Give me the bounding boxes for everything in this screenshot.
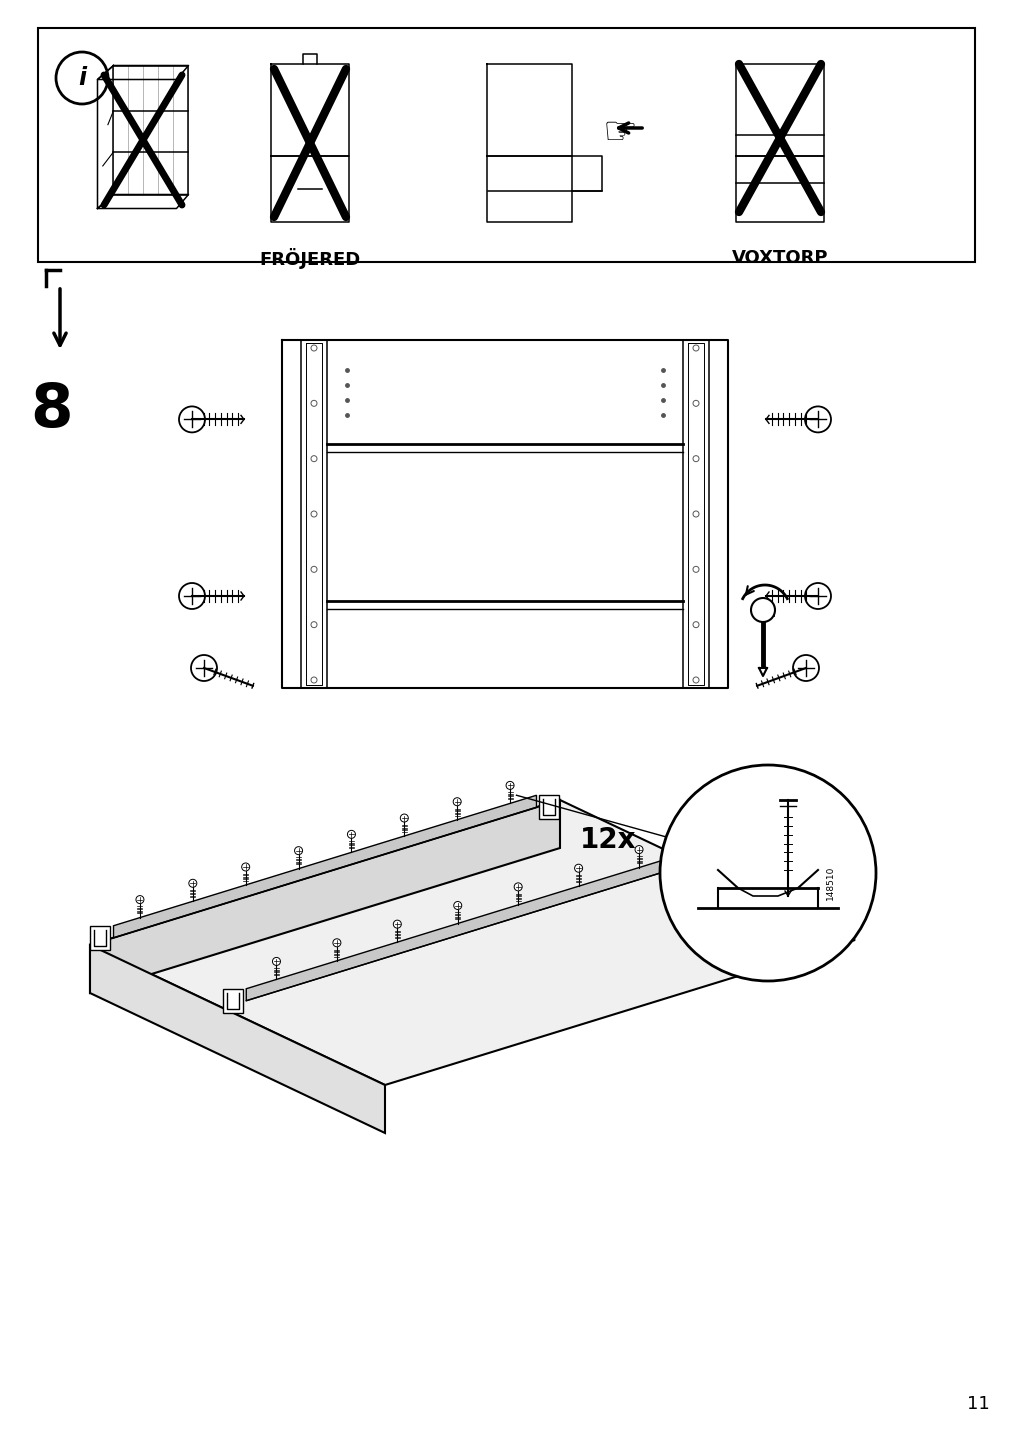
Polygon shape [246,858,668,1001]
Circle shape [659,765,876,981]
Circle shape [693,566,699,573]
Circle shape [189,879,196,888]
Text: FRÖJERED: FRÖJERED [259,248,360,269]
Circle shape [750,599,774,621]
Circle shape [635,845,642,853]
Circle shape [272,958,280,965]
Text: 148510: 148510 [825,866,834,901]
FancyBboxPatch shape [38,29,974,262]
Circle shape [514,884,522,891]
Text: 8: 8 [30,381,73,440]
Text: i: i [78,66,86,90]
Circle shape [242,863,250,871]
Circle shape [693,511,699,517]
Circle shape [506,782,514,789]
Circle shape [400,813,407,822]
Circle shape [693,621,699,627]
Polygon shape [90,800,559,992]
Circle shape [179,583,205,609]
Circle shape [333,939,341,947]
Polygon shape [90,945,384,1133]
Circle shape [793,654,818,682]
Circle shape [135,895,144,904]
Circle shape [804,407,830,432]
Circle shape [693,455,699,461]
Polygon shape [90,925,110,949]
Polygon shape [113,795,536,938]
Text: 12x: 12x [579,826,636,853]
Circle shape [453,798,461,806]
Circle shape [693,677,699,683]
Text: VOXTORP: VOXTORP [731,249,827,266]
Circle shape [310,621,316,627]
Circle shape [179,407,205,432]
Circle shape [310,511,316,517]
Circle shape [574,865,582,872]
Circle shape [347,831,355,838]
Circle shape [804,583,830,609]
Circle shape [310,345,316,351]
Circle shape [191,654,216,682]
Circle shape [693,401,699,407]
Polygon shape [539,795,559,819]
Circle shape [693,345,699,351]
Circle shape [310,566,316,573]
Text: 11: 11 [966,1395,989,1413]
Circle shape [453,902,461,909]
Polygon shape [90,800,854,1085]
Circle shape [56,52,108,105]
Circle shape [310,401,316,407]
Circle shape [310,677,316,683]
Circle shape [393,921,401,928]
Circle shape [294,846,302,855]
Circle shape [310,455,316,461]
Text: ☞: ☞ [602,115,637,152]
Polygon shape [223,988,243,1012]
